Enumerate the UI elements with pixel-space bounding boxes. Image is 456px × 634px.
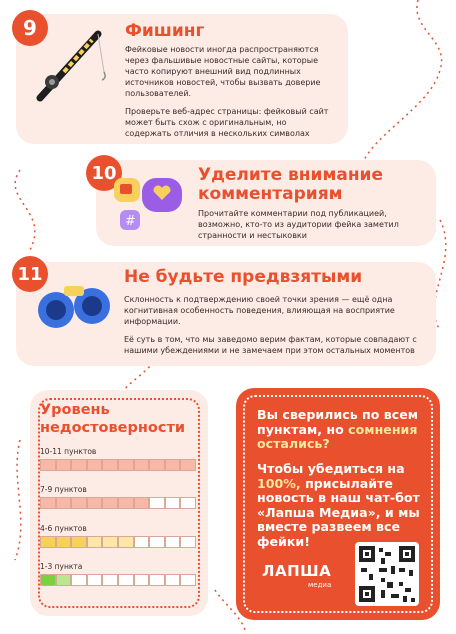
scale-cell xyxy=(117,497,134,509)
cta-question: Вы сверились по всем пунктам, но сомнени… xyxy=(257,407,427,452)
scale-cell xyxy=(117,574,134,586)
scale-cell xyxy=(71,574,87,586)
section-body: Прочитайте комментарии под публикацией, … xyxy=(198,208,412,248)
scale-level-label: 4-6 пунктов xyxy=(40,524,87,533)
scale-cell xyxy=(86,459,103,471)
section-paragraph: Прочитайте комментарии под публикацией, … xyxy=(198,209,399,240)
section-card-phishing xyxy=(16,14,348,144)
qr-code-icon[interactable] xyxy=(355,542,419,606)
scale-cell xyxy=(149,459,165,471)
cta-question-highlight: сомнения остались? xyxy=(257,421,418,451)
scale-cell xyxy=(71,459,87,471)
scale-cell xyxy=(133,497,150,509)
comments-icon: # xyxy=(114,178,182,230)
scale-cell xyxy=(117,459,134,471)
scale-cell xyxy=(40,497,56,509)
cta-instruction: Чтобы убедиться на 100%, присылайте ново… xyxy=(257,461,427,549)
scale-title: Уровень недостоверности xyxy=(40,402,186,436)
section-paragraph: Проверьте веб-адрес страницы: фейковый с… xyxy=(125,107,329,138)
section-paragraph: Её суть в том, что мы заведомо верим фак… xyxy=(124,335,417,355)
scale-cell xyxy=(71,497,87,509)
scale-cell xyxy=(133,574,150,586)
scale-cell xyxy=(117,536,134,548)
scale-level-bar xyxy=(40,574,196,586)
scale-cell xyxy=(86,497,103,509)
binoculars-icon xyxy=(38,286,110,328)
cta-instruction-highlight: 100%, xyxy=(257,475,301,491)
svg-text:#: # xyxy=(125,214,136,229)
section-body: Фейковые новости иногда распространяются… xyxy=(125,44,335,146)
scale-cell xyxy=(55,574,72,586)
scale-cell xyxy=(164,574,181,586)
section-body: Склонность к подтверждению своей точки з… xyxy=(124,294,420,363)
scale-cell xyxy=(180,459,196,471)
section-paragraph: Фейковые новости иногда распространяются… xyxy=(125,45,321,98)
scale-cell xyxy=(164,536,181,548)
scale-level-bar xyxy=(40,459,196,471)
section-paragraph: Склонность к подтверждению своей точки з… xyxy=(124,295,395,326)
scale-cell xyxy=(55,536,72,548)
scale-level-label: 7-9 пунктов xyxy=(40,485,87,494)
section-title: Не будьте предвзятыми xyxy=(124,267,363,287)
scale-cell xyxy=(71,536,87,548)
scale-cell xyxy=(180,574,196,586)
scale-level-bar xyxy=(40,497,196,509)
scale-cell xyxy=(86,536,103,548)
scale-cell xyxy=(133,536,150,548)
scale-cell xyxy=(164,459,181,471)
scale-cell xyxy=(86,574,103,586)
scale-cell xyxy=(180,497,196,509)
scale-dotted-border xyxy=(38,398,200,608)
logo-subtext: медиа xyxy=(307,581,332,589)
scale-cell xyxy=(149,497,165,509)
scale-cell xyxy=(40,459,56,471)
scale-cell xyxy=(102,574,118,586)
scale-cell xyxy=(164,497,181,509)
cta-instruction-text-a: Чтобы убедиться на xyxy=(257,461,405,476)
cta-dotted-border xyxy=(243,395,433,613)
section-title: Фишинг xyxy=(125,21,205,41)
scale-cell xyxy=(102,536,118,548)
scale-cell xyxy=(102,497,118,509)
scale-cell xyxy=(133,459,150,471)
scale-cell xyxy=(40,574,56,586)
section-number-badge: 9 xyxy=(12,10,48,46)
scale-level-label: 10-11 пунктов xyxy=(40,447,97,456)
scale-cell xyxy=(40,536,56,548)
scale-cell xyxy=(55,497,72,509)
scale-cell xyxy=(149,536,165,548)
fishing-rod-icon xyxy=(36,30,106,102)
scale-cell xyxy=(149,574,165,586)
lapsha-media-logo[interactable]: ЛАПША медиа xyxy=(262,564,331,592)
cta-question-text: Вы сверились по всем пунктам, но xyxy=(257,407,419,437)
scale-cell xyxy=(102,459,118,471)
section-title: Уделите внимание комментариям xyxy=(198,165,383,204)
scale-level-label: 1-3 пункта xyxy=(40,562,83,571)
logo-text: ЛАПША xyxy=(262,562,332,580)
scale-cell xyxy=(55,459,72,471)
scale-level-bar xyxy=(40,536,196,548)
section-number-badge: 11 xyxy=(12,256,48,292)
scale-cell xyxy=(180,536,196,548)
cta-instruction-text-b: присылайте новость в наш чат-бот «Лапша … xyxy=(257,475,420,549)
